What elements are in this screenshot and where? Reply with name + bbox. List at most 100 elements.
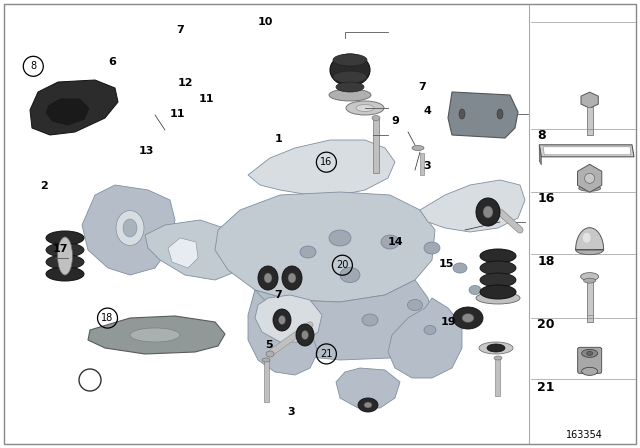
Polygon shape: [581, 92, 598, 108]
Text: 4: 4: [424, 106, 431, 116]
Ellipse shape: [584, 278, 596, 283]
Text: 1: 1: [275, 134, 282, 144]
Text: 20: 20: [538, 318, 555, 331]
Ellipse shape: [487, 344, 505, 352]
Ellipse shape: [340, 267, 360, 283]
Ellipse shape: [346, 101, 384, 115]
Polygon shape: [88, 316, 225, 354]
Text: 21: 21: [320, 349, 333, 359]
Text: 2: 2: [40, 181, 47, 191]
FancyBboxPatch shape: [578, 347, 602, 373]
Polygon shape: [145, 220, 248, 280]
Text: 13: 13: [138, 146, 154, 156]
Ellipse shape: [273, 309, 291, 331]
Polygon shape: [575, 228, 604, 250]
Ellipse shape: [582, 367, 598, 375]
Ellipse shape: [301, 331, 308, 340]
Ellipse shape: [64, 99, 86, 117]
Ellipse shape: [282, 266, 302, 290]
Text: 8: 8: [538, 129, 546, 142]
Ellipse shape: [296, 324, 314, 346]
Text: 11: 11: [198, 95, 214, 104]
Ellipse shape: [333, 54, 367, 66]
Ellipse shape: [356, 104, 374, 112]
Ellipse shape: [116, 211, 144, 246]
Text: 8: 8: [30, 61, 36, 71]
Ellipse shape: [329, 230, 351, 246]
Ellipse shape: [412, 146, 424, 151]
Ellipse shape: [585, 173, 595, 183]
Text: 10: 10: [258, 17, 273, 27]
Text: 16: 16: [320, 157, 333, 167]
Ellipse shape: [459, 109, 465, 119]
Ellipse shape: [130, 328, 180, 342]
Ellipse shape: [362, 314, 378, 326]
Polygon shape: [540, 145, 634, 157]
Text: 7: 7: [419, 82, 426, 92]
Ellipse shape: [582, 233, 591, 243]
Polygon shape: [45, 98, 90, 126]
Ellipse shape: [580, 273, 598, 280]
Polygon shape: [448, 92, 518, 138]
Ellipse shape: [264, 273, 272, 283]
Ellipse shape: [587, 351, 593, 355]
Ellipse shape: [278, 315, 285, 324]
Ellipse shape: [358, 398, 378, 412]
Ellipse shape: [46, 231, 84, 245]
Ellipse shape: [330, 54, 370, 86]
Ellipse shape: [469, 285, 481, 294]
Polygon shape: [168, 238, 198, 268]
Ellipse shape: [575, 245, 604, 254]
Text: 3: 3: [287, 407, 295, 417]
Ellipse shape: [262, 358, 270, 362]
Bar: [420, 153, 424, 175]
Polygon shape: [540, 145, 541, 165]
Text: 14: 14: [388, 237, 403, 247]
Ellipse shape: [480, 285, 516, 299]
Ellipse shape: [266, 351, 274, 357]
Text: 19: 19: [440, 317, 456, 327]
Text: 3: 3: [424, 161, 431, 171]
Ellipse shape: [46, 243, 84, 257]
Ellipse shape: [582, 349, 598, 358]
Ellipse shape: [424, 242, 440, 254]
Ellipse shape: [479, 342, 513, 354]
Ellipse shape: [494, 356, 502, 360]
Text: 18: 18: [101, 313, 114, 323]
Polygon shape: [336, 368, 400, 408]
Ellipse shape: [123, 219, 137, 237]
Ellipse shape: [372, 116, 380, 121]
Polygon shape: [82, 185, 175, 275]
Text: 7: 7: [177, 26, 184, 35]
Text: 21: 21: [538, 381, 555, 394]
Ellipse shape: [381, 235, 399, 249]
Bar: [495, 358, 500, 396]
Ellipse shape: [453, 263, 467, 273]
Ellipse shape: [462, 314, 474, 323]
Polygon shape: [420, 180, 525, 232]
Polygon shape: [215, 192, 435, 302]
Bar: [587, 107, 593, 135]
Text: 20: 20: [336, 260, 349, 270]
Text: 163354: 163354: [566, 430, 603, 440]
Ellipse shape: [579, 185, 600, 191]
Ellipse shape: [453, 307, 483, 329]
Ellipse shape: [480, 249, 516, 263]
Bar: [373, 118, 379, 173]
Ellipse shape: [300, 246, 316, 258]
Text: 9: 9: [392, 116, 399, 126]
Text: 16: 16: [538, 192, 555, 205]
Ellipse shape: [46, 255, 84, 269]
Ellipse shape: [58, 237, 72, 275]
Polygon shape: [543, 147, 631, 155]
Ellipse shape: [476, 292, 520, 304]
Ellipse shape: [364, 402, 372, 408]
Polygon shape: [255, 295, 322, 342]
Polygon shape: [250, 280, 432, 360]
Ellipse shape: [480, 273, 516, 287]
Ellipse shape: [480, 261, 516, 275]
Bar: [264, 360, 269, 402]
Ellipse shape: [46, 267, 84, 281]
Text: 6: 6: [108, 57, 116, 67]
Text: 11: 11: [170, 109, 186, 119]
